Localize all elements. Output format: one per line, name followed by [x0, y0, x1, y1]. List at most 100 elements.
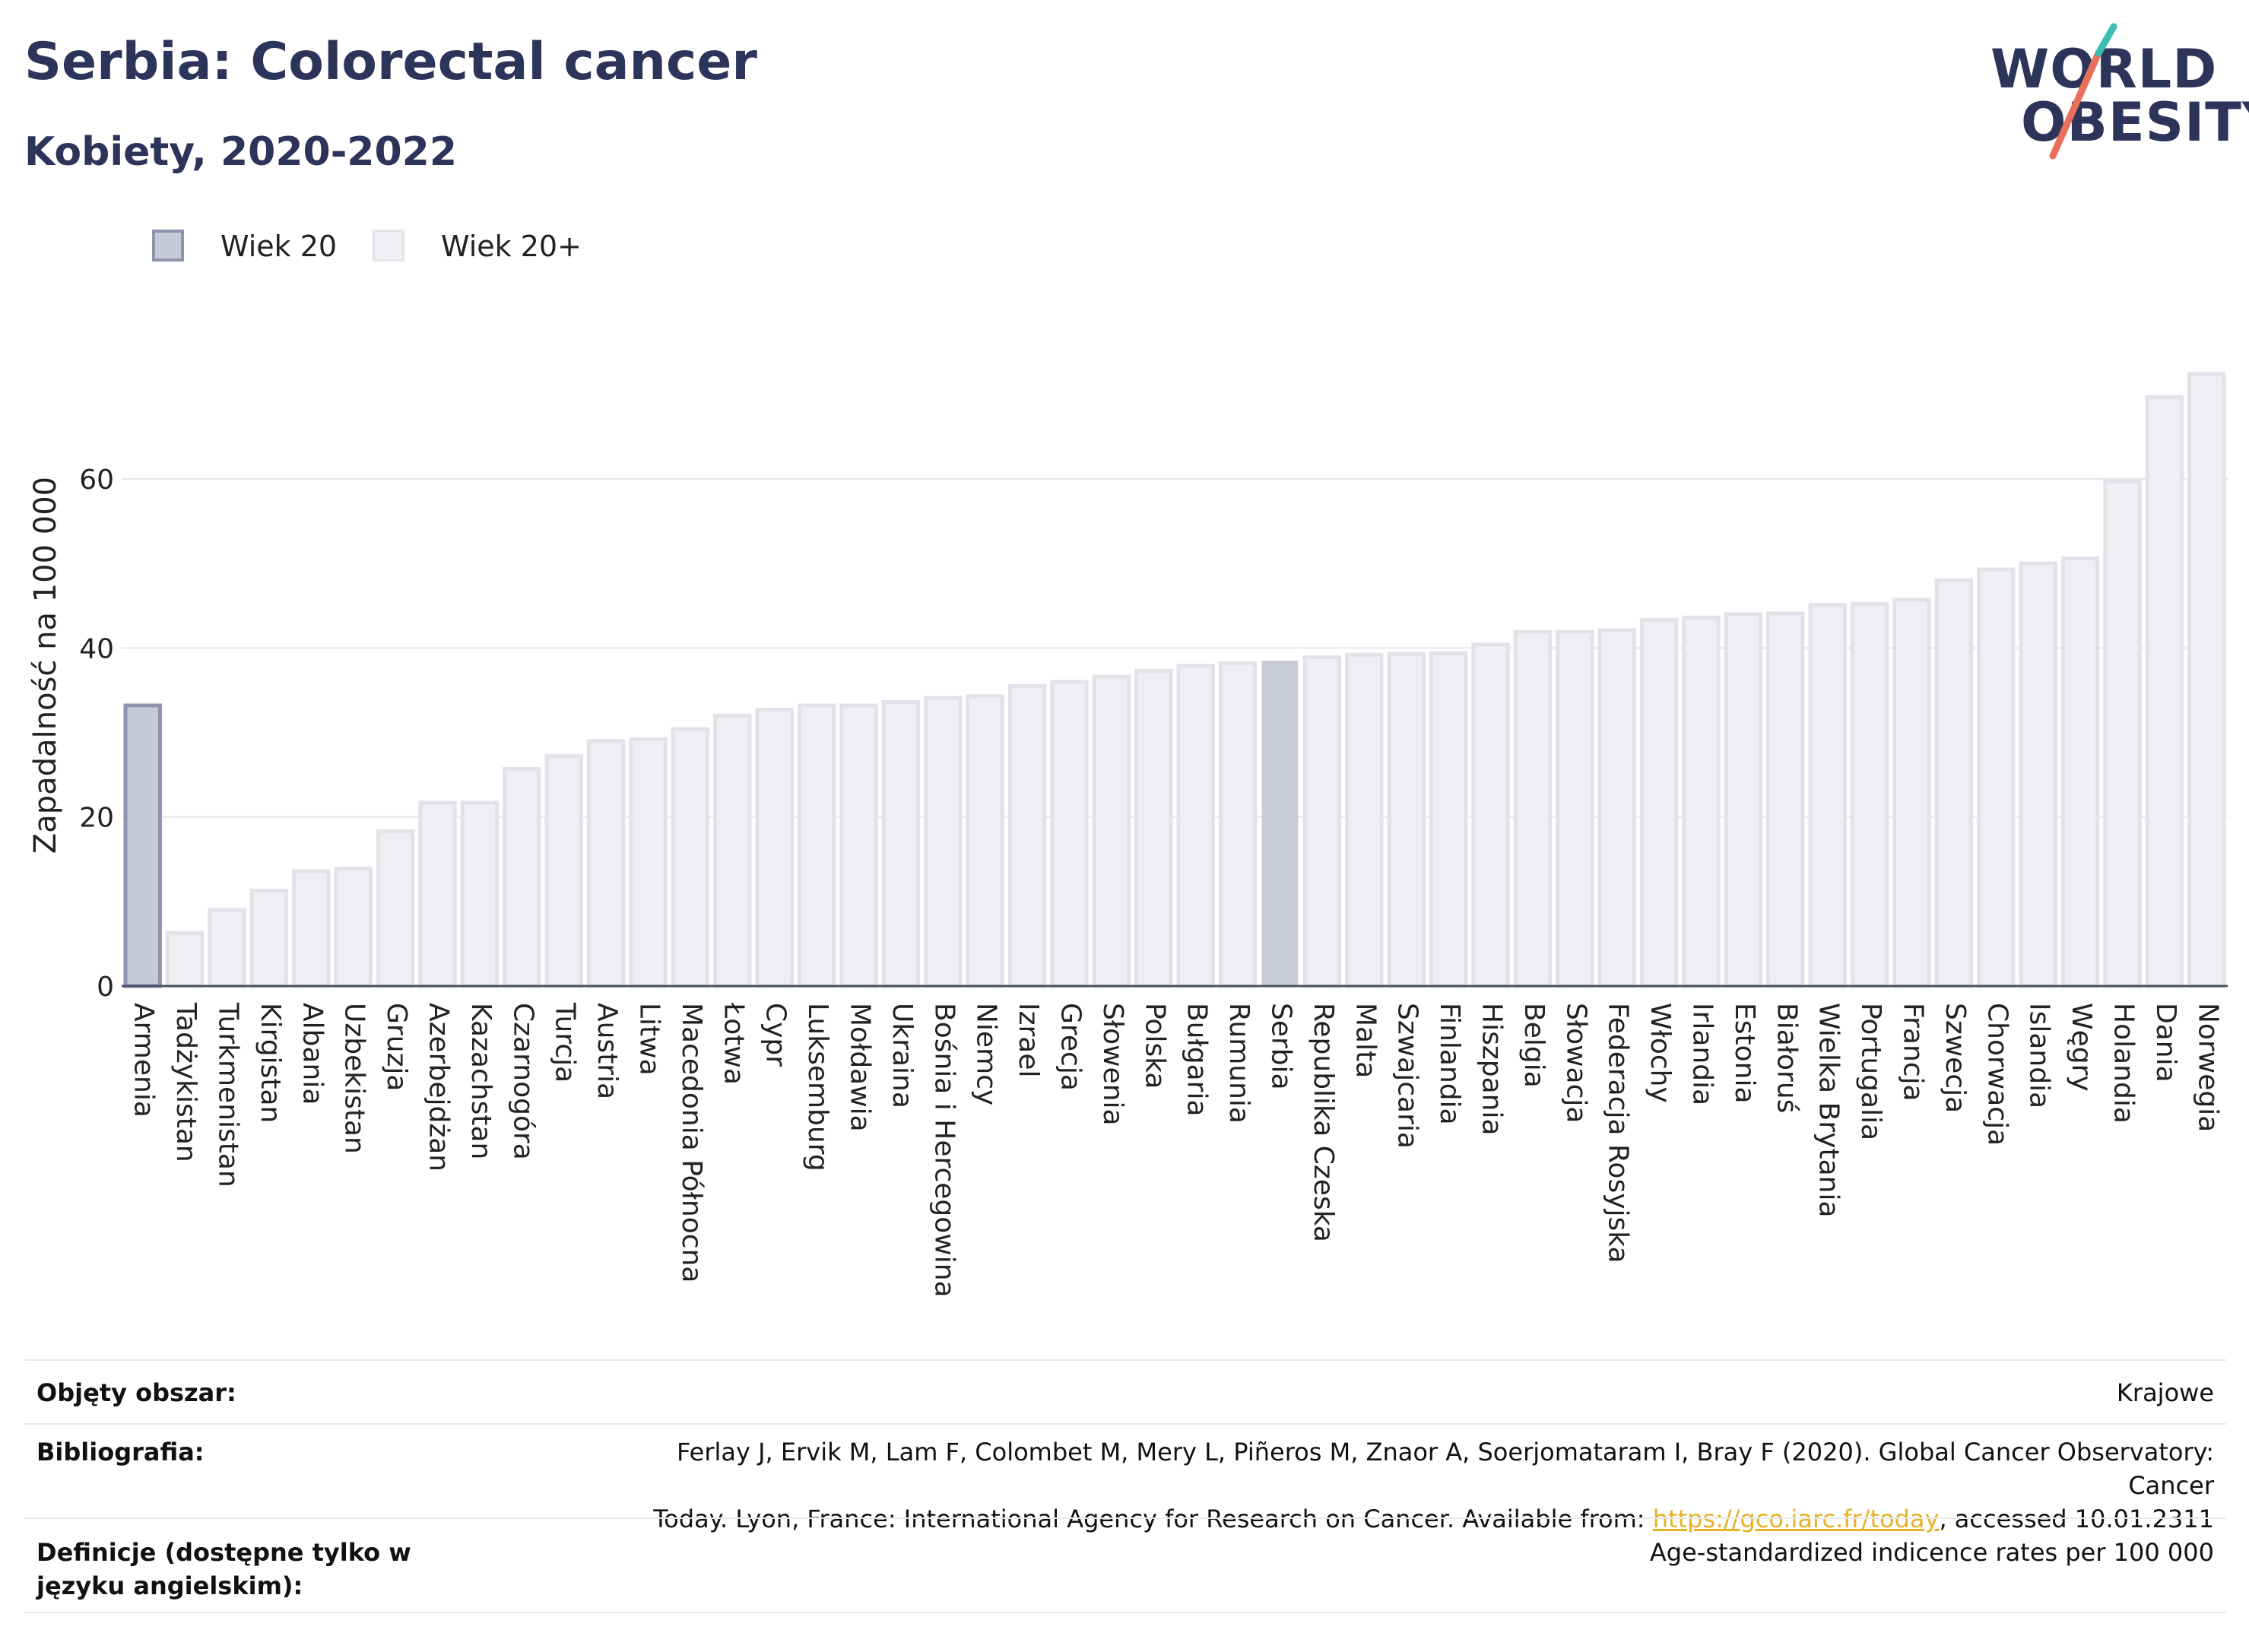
x-tick-label: Cypr: [760, 1003, 791, 1067]
x-tick-label: Armenia: [128, 1003, 160, 1118]
x-tick-label: Irlandia: [1687, 1003, 1718, 1105]
bar-finlandia[interactable]: [1429, 651, 1468, 988]
meta-key: Objęty obszar:: [36, 1378, 236, 1407]
bar-malta[interactable]: [1345, 652, 1384, 988]
bar-uzbekistan[interactable]: [334, 866, 373, 988]
x-tick-label: Azerbejdżan: [423, 1003, 455, 1172]
bar-armenia[interactable]: [123, 703, 162, 988]
x-tick-label: Izrael: [1013, 1003, 1044, 1078]
bar-belgia[interactable]: [1513, 629, 1553, 988]
x-tick-label: Macedonia Północna: [676, 1003, 707, 1283]
bar-luksemburg[interactable]: [797, 703, 836, 988]
bar-węgry[interactable]: [2060, 556, 2100, 988]
bar-polska[interactable]: [1134, 668, 1173, 988]
bar-gruzja[interactable]: [376, 829, 415, 988]
bar-litwa[interactable]: [629, 737, 668, 988]
bar-serbia[interactable]: [1261, 661, 1299, 987]
x-tick-label: Hiszpania: [1477, 1003, 1508, 1136]
x-tick-label: Norwegia: [2192, 1003, 2223, 1132]
source-link[interactable]: https://gco.iarc.fr/today: [1652, 1505, 1940, 1533]
bar-łotwa[interactable]: [713, 713, 752, 988]
world-obesity-logo: WORLD OBESITY: [1984, 23, 2249, 167]
x-tick-label: Estonia: [1729, 1003, 1760, 1104]
bar-turkmenistan[interactable]: [208, 908, 246, 988]
bar-tadżykistan[interactable]: [165, 931, 205, 988]
bar-włochy[interactable]: [1639, 618, 1679, 988]
meta-key: Definicje (dostępne tylko w języku angie…: [36, 1538, 411, 1600]
bar-holandia[interactable]: [2103, 479, 2142, 988]
x-tick-label: Szwajcaria: [1392, 1003, 1423, 1149]
x-tick-label: Serbia: [1266, 1003, 1297, 1090]
logo-slash-icon: [2049, 23, 2117, 160]
bar-bośnia-i-hercegowina[interactable]: [924, 696, 963, 988]
bar-chorwacja[interactable]: [1977, 567, 2016, 988]
x-tick-label: Słowenia: [1097, 1003, 1128, 1126]
y-tick-label: 40: [79, 633, 114, 664]
bar-grecja[interactable]: [1050, 680, 1089, 988]
legend-label: Wiek 20+: [441, 230, 582, 263]
bar-białoruś[interactable]: [1766, 611, 1805, 988]
bar-słowacja[interactable]: [1556, 629, 1594, 988]
x-tick-label: Austria: [592, 1003, 623, 1099]
legend-swatch: [373, 230, 404, 262]
legend-swatch: [152, 230, 184, 262]
bar-słowenia[interactable]: [1092, 674, 1131, 988]
bibliography-line-1: Ferlay J, Ervik M, Lam F, Colombet M, Me…: [677, 1438, 2214, 1500]
bar-republika-czeska[interactable]: [1302, 655, 1342, 988]
bar-islandia[interactable]: [2019, 561, 2057, 988]
bar-szwecja[interactable]: [1934, 578, 1974, 988]
bar-wielka-brytania[interactable]: [1808, 603, 1847, 988]
bar-kirgistan[interactable]: [249, 888, 289, 988]
x-tick-label: Kirgistan: [255, 1003, 286, 1123]
bar-rumunia[interactable]: [1218, 661, 1258, 988]
bar-mołdawia[interactable]: [839, 703, 878, 988]
x-tick-label: Luksemburg: [802, 1003, 833, 1172]
y-tick-label: 60: [79, 465, 114, 496]
bar-cypr[interactable]: [755, 707, 794, 988]
x-tick-label: Czarnogóra: [507, 1003, 538, 1160]
x-tick-label: Polska: [1139, 1003, 1170, 1089]
x-tick-label: Grecja: [1055, 1003, 1086, 1091]
bar-irlandia[interactable]: [1682, 615, 1721, 988]
bar-austria[interactable]: [586, 739, 626, 988]
x-tick-label: Malta: [1350, 1003, 1381, 1078]
x-tick-label: Węgry: [2066, 1003, 2097, 1092]
x-tick-label: Francja: [1898, 1003, 1929, 1102]
bar-macedonia-północna[interactable]: [671, 727, 710, 988]
bar-estonia[interactable]: [1724, 612, 1763, 988]
x-tick-label: Ukraina: [887, 1003, 918, 1108]
x-tick-label: Mołdawia: [845, 1003, 876, 1132]
bar-albania[interactable]: [292, 869, 331, 988]
bar-czarnogóra[interactable]: [503, 766, 541, 988]
meta-key: Bibliografia:: [36, 1438, 205, 1467]
bar-bułgaria[interactable]: [1176, 664, 1215, 988]
bar-kazachstan[interactable]: [460, 801, 500, 988]
x-tick-label: Republika Czeska: [1308, 1003, 1339, 1242]
bar-niemcy[interactable]: [966, 694, 1004, 988]
metadata-table: Objęty obszar: Krajowe Bibliografia: Fer…: [24, 1359, 2226, 1613]
x-tick-label: Litwa: [634, 1003, 665, 1076]
bar-szwajcaria[interactable]: [1387, 652, 1426, 988]
x-tick-label: Słowacja: [1560, 1003, 1591, 1123]
x-tick-label: Białoruś: [1771, 1003, 1802, 1113]
x-tick-label: Bośnia i Hercegowina: [928, 1003, 960, 1298]
x-tick-label: Bułgaria: [1182, 1003, 1213, 1117]
bar-hiszpania[interactable]: [1471, 642, 1510, 988]
x-tick-label: Kazachstan: [465, 1003, 496, 1159]
x-tick-label: Włochy: [1645, 1003, 1676, 1103]
x-tick-label: Dania: [2150, 1003, 2181, 1083]
x-tick-label: Rumunia: [1223, 1003, 1255, 1124]
bar-dania[interactable]: [2145, 395, 2184, 988]
meta-value: Ferlay J, Ervik M, Lam F, Colombet M, Me…: [617, 1435, 2214, 1536]
bar-izrael[interactable]: [1007, 683, 1047, 988]
bar-turcja[interactable]: [544, 754, 583, 988]
bar-azerbejdżan[interactable]: [418, 801, 457, 988]
meta-row-area: Objęty obszar: Krajowe: [24, 1359, 2226, 1423]
bar-portugalia[interactable]: [1850, 602, 1889, 988]
bar-francja[interactable]: [1892, 598, 1931, 988]
x-tick-label: Islandia: [2024, 1003, 2055, 1108]
bar-ukraina[interactable]: [881, 699, 921, 988]
x-tick-label: Albania: [297, 1003, 328, 1105]
bar-federacja-rosyjska[interactable]: [1597, 628, 1636, 988]
bar-norwegia[interactable]: [2187, 372, 2226, 988]
